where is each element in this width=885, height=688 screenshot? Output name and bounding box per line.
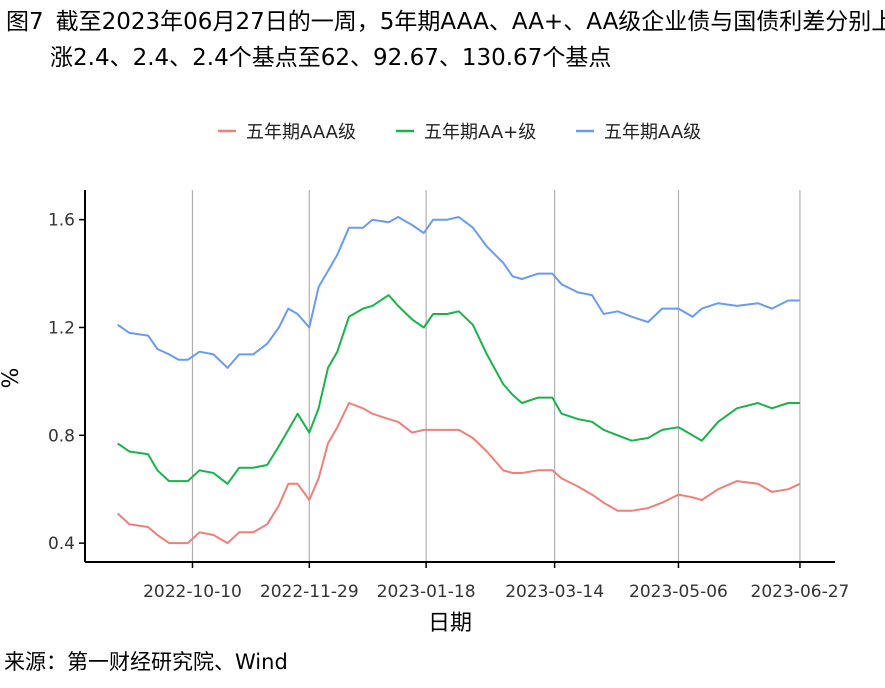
x-tick-label: 2023-06-27 [751, 582, 850, 602]
y-tick-label: 1.2 [48, 318, 75, 338]
title-block: 图7 截至2023年06月27日的一周，5年期AAA、AA+、AA级企业债与国债利… [6, 4, 885, 76]
series-line [117, 402, 801, 545]
y-tick-label: 0.4 [48, 534, 75, 554]
chart-title: 截至2023年06月27日的一周，5年期AAA、AA+、AA级企业债与国债利差分… [50, 9, 885, 71]
x-tick-label: 2022-10-10 [143, 582, 242, 602]
legend-label: 五年期AA级 [604, 122, 701, 143]
series-line [117, 216, 800, 369]
y-tick-label: 0.8 [48, 426, 75, 446]
legend-label: 五年期AAA级 [246, 122, 356, 143]
figure-label: 图7 [6, 9, 44, 35]
x-tick-label: 2023-01-18 [377, 582, 476, 602]
source-note: 来源：第一财经研究院、Wind [4, 650, 288, 674]
x-axis-label: 日期 [428, 611, 472, 636]
legend-label: 五年期AA+级 [424, 122, 536, 143]
series-line [117, 294, 800, 485]
x-tick-label: 2023-03-14 [505, 582, 604, 602]
chart: 日期 % 2022-10-10 2022-11-29 2023-01-18 2023-… [0, 122, 850, 636]
y-axis-label: % [0, 368, 24, 389]
x-tick-label: 2022-11-29 [260, 582, 359, 602]
y-tick-label: 1.6 [48, 211, 75, 231]
x-tick-label: 2023-05-06 [629, 582, 728, 602]
